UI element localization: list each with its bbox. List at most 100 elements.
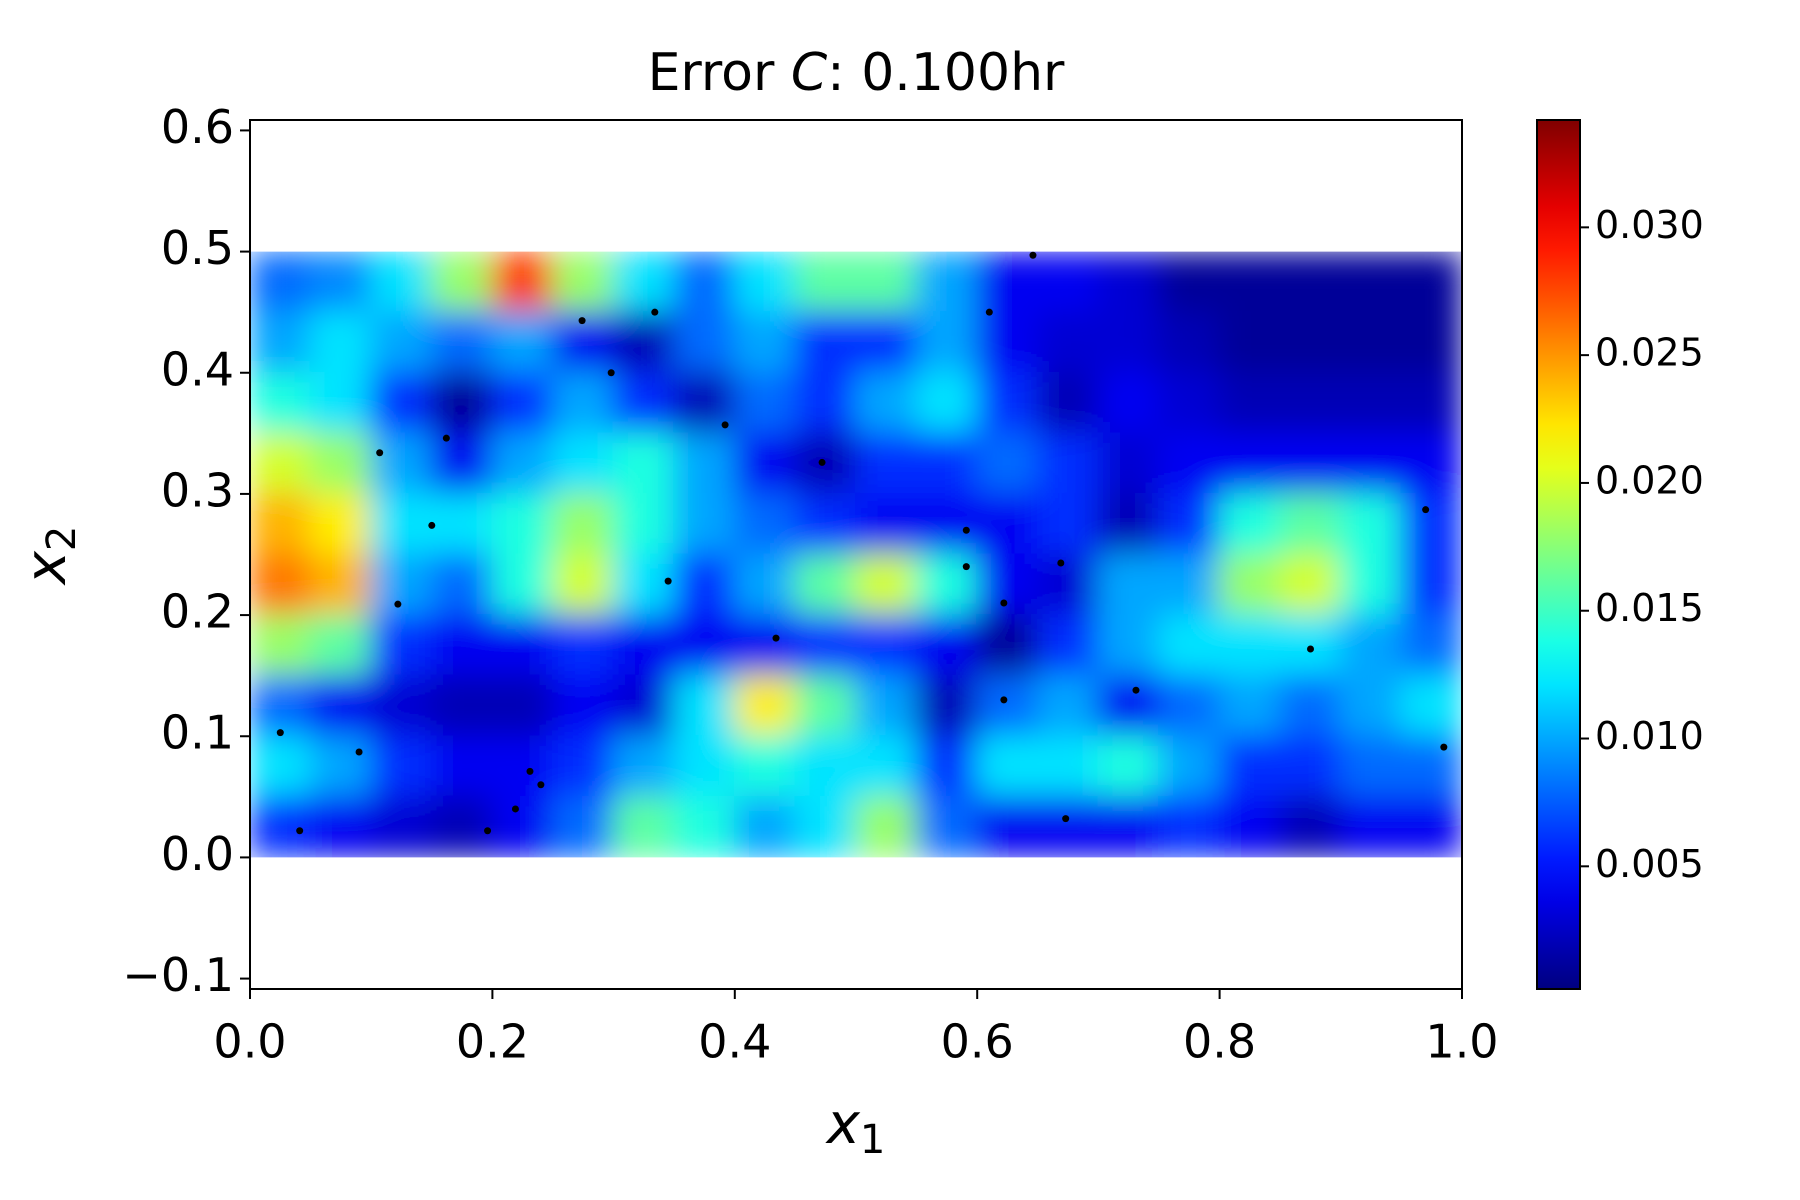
- colorbar-tick-label: 0.010: [1595, 714, 1704, 758]
- heat-cell: [976, 492, 1039, 556]
- heat-cell: [673, 614, 736, 677]
- sample-point: [1000, 696, 1008, 704]
- heat-cell: [733, 674, 797, 738]
- heat-cell: [733, 492, 797, 556]
- heat-cell: [1218, 492, 1282, 556]
- heat-cell: [1097, 311, 1160, 374]
- heat-cell: [1339, 371, 1403, 435]
- heat-cell: [612, 735, 676, 798]
- heat-cell: [733, 735, 797, 798]
- chart-title: Error C: 0.100hr: [648, 43, 1065, 103]
- heat-cell: [250, 251, 312, 314]
- sample-point: [962, 563, 970, 571]
- heat-cell: [1279, 432, 1342, 495]
- heat-cell: [1097, 614, 1160, 677]
- heat-cell: [250, 795, 312, 858]
- heat-cell: [915, 311, 979, 374]
- heat-cell: [1218, 553, 1282, 617]
- heat-cell: [250, 553, 312, 617]
- heat-cell: [1400, 674, 1462, 738]
- y-axis-label: x2: [14, 526, 85, 587]
- heat-cell: [250, 674, 312, 738]
- heat-cell: [1036, 251, 1100, 314]
- y-tick-label: 0.6: [161, 100, 234, 154]
- heat-cell: [552, 614, 615, 677]
- heat-cell: [1036, 553, 1100, 617]
- y-tick-label: 0.5: [161, 221, 234, 275]
- heat-cell: [855, 614, 918, 677]
- heat-cell: [309, 674, 373, 738]
- heat-cell: [1218, 735, 1282, 798]
- sample-point: [276, 729, 284, 737]
- heat-cell: [491, 553, 554, 617]
- heat-cell: [733, 432, 797, 495]
- heat-cell: [370, 492, 433, 556]
- sample-point: [296, 827, 304, 835]
- heat-cell: [491, 795, 554, 858]
- heat-cell: [309, 311, 373, 374]
- heat-cell: [1036, 674, 1100, 738]
- heat-cell: [794, 311, 857, 374]
- heat-cell: [1339, 614, 1403, 677]
- x-tick-label: 0.8: [1183, 1015, 1256, 1069]
- sample-point: [1062, 815, 1070, 823]
- heat-cell: [1279, 311, 1342, 374]
- heat-cell: [250, 735, 312, 798]
- heat-cell: [915, 795, 979, 858]
- heat-cell: [976, 735, 1039, 798]
- heat-cell: [976, 371, 1039, 435]
- heat-cell: [612, 311, 676, 374]
- heat-cell: [370, 432, 433, 495]
- heat-cell: [1097, 251, 1160, 314]
- heat-cell: [673, 311, 736, 374]
- heat-cell: [855, 371, 918, 435]
- heat-cell: [430, 735, 494, 798]
- y-tick-label: 0.3: [161, 463, 234, 517]
- heat-cell: [976, 614, 1039, 677]
- heat-cell: [612, 674, 676, 738]
- heat-cell: [855, 251, 918, 314]
- heat-cell: [370, 311, 433, 374]
- heat-cell: [309, 553, 373, 617]
- heat-cell: [430, 553, 494, 617]
- heat-cell: [250, 311, 312, 374]
- heat-cell: [491, 492, 554, 556]
- heatmap: [250, 251, 1462, 858]
- heat-cell: [309, 735, 373, 798]
- heat-cell: [1036, 492, 1100, 556]
- heat-cell: [794, 674, 857, 738]
- heat-cell: [1279, 553, 1342, 617]
- heat-cell: [1158, 614, 1221, 677]
- heat-cell: [370, 251, 433, 314]
- sample-point: [1132, 686, 1140, 694]
- heat-cell: [1218, 795, 1282, 858]
- heat-cell: [1339, 735, 1403, 798]
- heat-cell: [733, 251, 797, 314]
- heat-cell: [309, 795, 373, 858]
- heat-cell: [1158, 432, 1221, 495]
- heat-cell: [1279, 614, 1342, 677]
- heat-cell: [491, 251, 554, 314]
- heat-cell: [915, 492, 979, 556]
- label-sub: 2: [39, 526, 85, 551]
- sample-point: [985, 308, 993, 316]
- heat-cell: [1218, 674, 1282, 738]
- heat-cell: [976, 432, 1039, 495]
- heat-cell: [1400, 311, 1462, 374]
- sample-point: [1440, 743, 1448, 751]
- heat-cell: [1339, 795, 1403, 858]
- heat-cell: [733, 614, 797, 677]
- heat-cell: [370, 614, 433, 677]
- x-tick-label: 0.4: [698, 1015, 771, 1069]
- sample-point: [1057, 559, 1065, 567]
- sample-point: [376, 449, 384, 457]
- sample-point: [664, 577, 672, 585]
- heat-cell: [976, 795, 1039, 858]
- heat-cell: [552, 735, 615, 798]
- heat-cell: [1036, 432, 1100, 495]
- heat-cell: [673, 735, 736, 798]
- heat-cell: [1218, 371, 1282, 435]
- heat-cell: [1036, 311, 1100, 374]
- heat-cell: [794, 735, 857, 798]
- axes-frame: [249, 119, 1463, 990]
